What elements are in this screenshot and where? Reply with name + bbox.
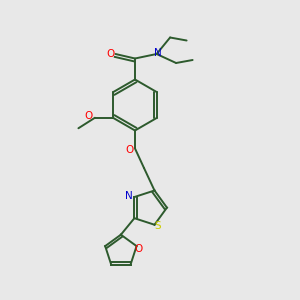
Text: N: N: [154, 47, 162, 58]
Text: O: O: [84, 111, 92, 121]
Text: O: O: [106, 49, 114, 59]
Text: O: O: [125, 145, 133, 155]
Text: N: N: [125, 190, 133, 200]
Text: O: O: [134, 244, 142, 254]
Text: S: S: [154, 221, 161, 231]
